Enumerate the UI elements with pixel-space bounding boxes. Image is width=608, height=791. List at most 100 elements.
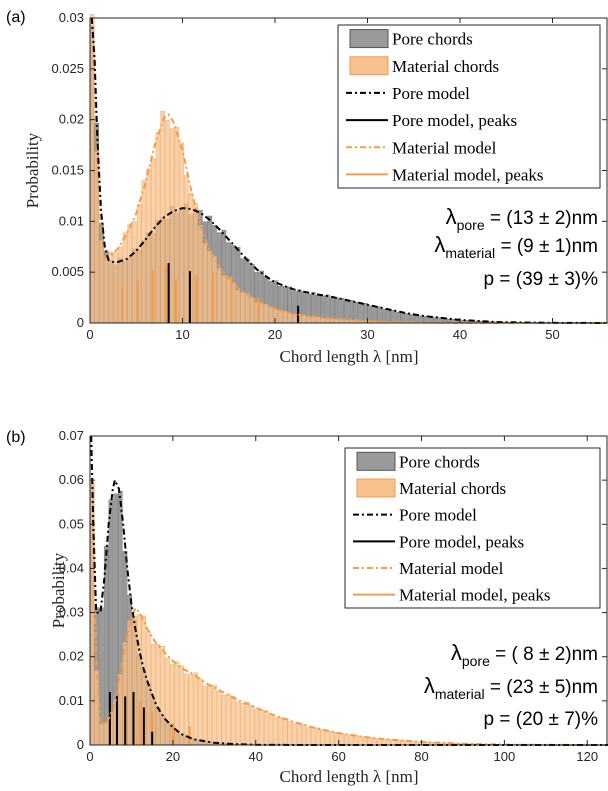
y-tick-label: 0.02 xyxy=(59,112,84,127)
legend-label: Material model xyxy=(392,138,497,157)
annotation-subscript: material xyxy=(445,245,495,261)
y-tick-label: 0.01 xyxy=(59,693,84,708)
legend-label: Pore chords xyxy=(392,30,473,49)
legend-label: Material chords xyxy=(399,479,506,498)
material-chord-bar xyxy=(169,128,175,324)
material-chord-bar xyxy=(198,678,203,746)
annotation-text: λmaterial = (23 ± 5)nm xyxy=(424,673,598,702)
y-axis-label: Probability xyxy=(49,552,68,628)
material-chord-bar xyxy=(353,735,359,746)
material-chord-bar xyxy=(273,717,278,746)
material-chord-bar xyxy=(221,275,227,324)
x-tick-label: 60 xyxy=(331,749,345,764)
material-chord-bar xyxy=(297,722,302,746)
material-chord-bar xyxy=(132,221,137,324)
material-chord-bar xyxy=(94,670,100,746)
panel-label: (b) xyxy=(6,429,26,446)
legend: Pore chords Material chords Pore model Pore… xyxy=(344,447,601,609)
material-chord-bar xyxy=(301,315,307,324)
material-chord-bar xyxy=(259,302,264,324)
material-chord-bar xyxy=(103,722,109,746)
pore-chord-bar xyxy=(386,308,391,324)
histogram-bars xyxy=(89,14,608,324)
pore-model-line xyxy=(90,435,608,746)
axes-frame xyxy=(89,435,608,746)
annotation-text: λmaterial = (9 ± 1)nm xyxy=(434,232,598,261)
annotation-text: p = (20 ± 7)% xyxy=(484,709,599,730)
material-chord-bar xyxy=(127,224,132,324)
x-tick-label: 40 xyxy=(249,749,263,764)
lambda-symbol: λ xyxy=(446,204,457,229)
material-chord-bar xyxy=(122,232,128,324)
material-chord-bar xyxy=(202,685,208,746)
material-chord-bar xyxy=(311,727,316,746)
y-tick-label: 0.03 xyxy=(59,605,84,620)
material-chord-bar xyxy=(216,267,222,324)
material-chord-bar xyxy=(165,657,170,746)
material-chord-bar xyxy=(193,672,198,746)
legend-label: Pore model xyxy=(399,506,477,525)
y-tick-label: 0.05 xyxy=(59,516,84,531)
material-chord-bar xyxy=(141,180,147,324)
material-chord-bar xyxy=(245,702,250,746)
x-tick-label: 40 xyxy=(453,327,467,342)
material-chord-bar xyxy=(287,721,293,746)
x-tick-label: 20 xyxy=(268,327,282,342)
legend-label: Material chords xyxy=(392,57,499,76)
legend-box xyxy=(337,24,601,189)
material-chord-bar xyxy=(339,733,344,746)
material-chord-bar xyxy=(325,731,330,746)
y-tick-label: 0.015 xyxy=(51,163,84,178)
x-tick-label: 100 xyxy=(494,749,516,764)
material-chord-bar xyxy=(273,309,278,324)
pore-model-line xyxy=(90,17,608,324)
material-chord-bar xyxy=(146,631,151,746)
material-chord-bar xyxy=(160,645,165,746)
legend-label: Material model, peaks xyxy=(392,165,544,184)
material-chord-bar xyxy=(127,620,132,746)
legend-label: Material model, peaks xyxy=(399,586,551,605)
material-chord-bar xyxy=(306,316,311,324)
y-tick-label: 0.07 xyxy=(59,428,84,443)
material-chord-bar xyxy=(301,724,307,746)
material-chord-bar xyxy=(282,717,288,746)
material-chord-bar xyxy=(362,736,368,746)
legend-swatch-material xyxy=(349,56,389,76)
x-axis-label: Chord length λ [nm] xyxy=(279,347,418,366)
lambda-symbol: λ xyxy=(424,673,435,698)
material-chord-bar xyxy=(155,644,161,746)
annotation-text: λpore = (13 ± 2)nm xyxy=(446,204,598,233)
y-axis-label: Probability xyxy=(23,132,42,208)
annotation-value: = (23 ± 5)nm xyxy=(485,677,598,698)
material-chord-bar xyxy=(278,716,283,746)
material-chord-bar xyxy=(306,726,311,746)
legend: Pore chords Material chords Pore model Pore… xyxy=(337,24,601,189)
material-model-line xyxy=(90,435,608,746)
y-tick-label: 0.02 xyxy=(59,649,84,664)
legend-label: Pore chords xyxy=(399,452,480,471)
x-axis-label: Chord length λ [nm] xyxy=(279,767,418,786)
legend-label: Pore model, peaks xyxy=(399,532,524,551)
y-tick-label: 0.01 xyxy=(59,213,84,228)
material-chord-bar xyxy=(179,142,184,324)
y-tick-label: 0.005 xyxy=(51,264,84,279)
material-chord-bar xyxy=(183,673,189,746)
material-chord-bar xyxy=(155,132,161,324)
y-tick-label: 0 xyxy=(77,737,84,752)
chart-panel-a: 0 10 20 30 40 50 0 0.005 0.01 0.015 0.02 0.025 0.03 C… xyxy=(6,9,608,366)
annotation-value: = (13 ± 2)nm xyxy=(485,208,598,229)
pore-chord-bar xyxy=(391,309,396,324)
material-chord-bar xyxy=(240,703,245,746)
x-tick-label: 10 xyxy=(175,327,189,342)
material-chord-bar xyxy=(212,684,217,746)
material-chord-bar xyxy=(245,293,250,324)
material-chord-bar xyxy=(358,736,363,746)
material-chord-bar xyxy=(207,250,213,324)
y-tick-label: 0 xyxy=(77,315,84,330)
x-tick-label: 120 xyxy=(576,749,598,764)
material-chord-bar xyxy=(264,710,269,746)
material-chord-bar xyxy=(254,709,260,746)
y-tick-label: 0.06 xyxy=(59,472,84,487)
material-chord-bar xyxy=(264,303,269,324)
